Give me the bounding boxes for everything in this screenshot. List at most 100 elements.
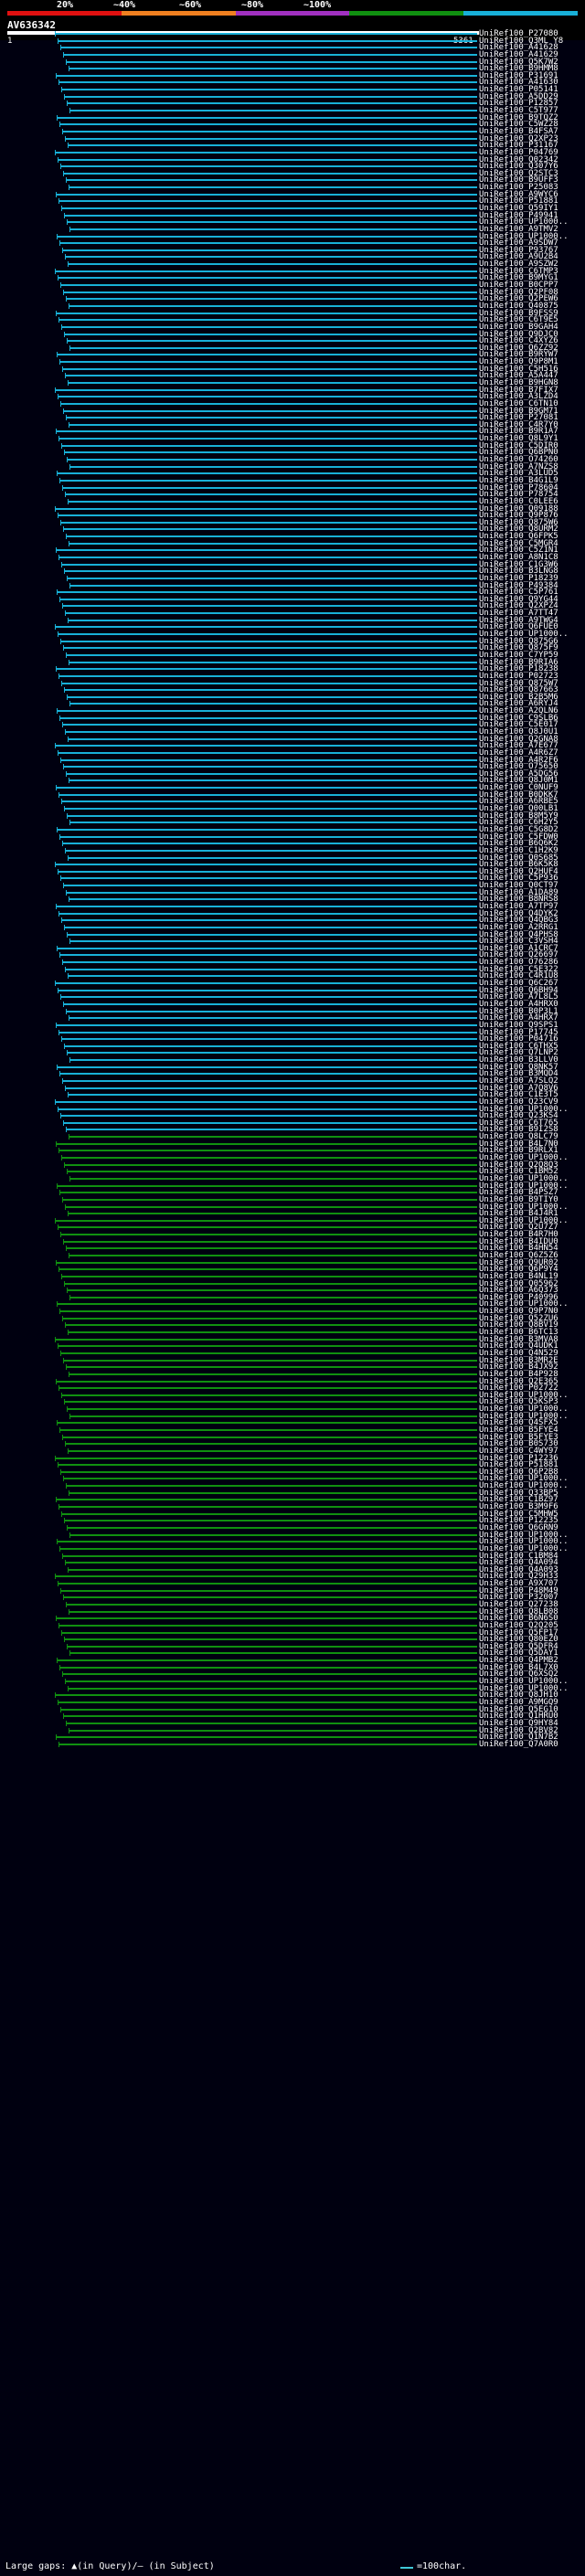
hit-label[interactable]: UniRef100_Q59IY1 — [479, 204, 558, 213]
hit-label[interactable]: UniRef100_A1CRC7 — [479, 943, 558, 953]
hit-label[interactable]: UniRef100_B9TQZ2 — [479, 112, 558, 122]
hit-label[interactable]: UniRef100_B4JX92 — [479, 1362, 558, 1373]
hit-label[interactable]: UniRef100_C5FDW0 — [479, 832, 558, 842]
hit-label[interactable]: UniRef100_B9GAH4 — [479, 322, 558, 332]
hit-label[interactable]: UniRef100_Q0S685 — [479, 853, 558, 863]
hit-label[interactable]: UniRef100_P12235 — [479, 1516, 558, 1526]
hit-label[interactable]: UniRef100_C6TMP3 — [479, 266, 558, 276]
hit-label[interactable]: UniRef100_UP1000.. — [479, 231, 569, 241]
hit-label[interactable]: UniRef100_Q307Y6 — [479, 162, 558, 172]
hit-label[interactable]: UniRef100_Q4DYK2 — [479, 908, 558, 918]
hit-label[interactable]: UniRef100_Q80EZ0 — [479, 1635, 558, 1645]
hit-label[interactable]: UniRef100_B9FSS9 — [479, 308, 558, 318]
hit-label[interactable]: UniRef100_A5A447 — [479, 371, 558, 381]
hit-label[interactable]: UniRef100_C0NUF9 — [479, 783, 558, 793]
hit-label[interactable]: UniRef100_C5DIR0 — [479, 440, 558, 451]
hit-label[interactable]: UniRef100_B8NRS8 — [479, 895, 558, 905]
hit-label[interactable]: UniRef100_B9RLX1 — [479, 1146, 558, 1156]
hit-label[interactable]: UniRef100_Q8BV19 — [479, 1320, 558, 1330]
hit-label[interactable]: UniRef100_P32007 — [479, 1593, 558, 1603]
hit-label[interactable]: UniRef100_B3M9F6 — [479, 1502, 558, 1512]
hit-label[interactable]: UniRef100_Q2XPZ4 — [479, 601, 558, 611]
hit-label[interactable]: UniRef100_C1H2K9 — [479, 845, 558, 855]
hit-label[interactable]: UniRef100_A41630 — [479, 78, 558, 88]
hit-label[interactable]: UniRef100_B3MQD4 — [479, 1069, 558, 1079]
hit-label[interactable]: UniRef100_Q875W7 — [479, 678, 558, 688]
hit-label[interactable]: UniRef100_Q4PMB2 — [479, 1656, 558, 1666]
hit-label[interactable]: UniRef100_A41628 — [479, 43, 558, 53]
hit-label[interactable]: UniRef100_B9RIA6 — [479, 657, 558, 667]
hit-label[interactable]: UniRef100_B6Q6K2 — [479, 839, 558, 849]
hit-label[interactable]: UniRef100_Q6P2B8 — [479, 1467, 558, 1477]
hit-label[interactable]: UniRef100_B4NL19 — [479, 1271, 558, 1281]
hit-label[interactable]: UniRef100_UP1000.. — [479, 1683, 569, 1693]
hit-label[interactable]: UniRef100_C1BM52 — [479, 1167, 558, 1177]
hit-label[interactable]: UniRef100_B9HGN8 — [479, 378, 558, 387]
hit-label[interactable]: UniRef100_C5MGR4 — [479, 538, 558, 548]
hit-label[interactable]: UniRef100_A5DD29 — [479, 91, 558, 101]
hit-label[interactable]: UniRef100_Q8NK57 — [479, 1062, 558, 1072]
hit-label[interactable]: UniRef100_A5DG56 — [479, 769, 558, 779]
hit-label[interactable]: UniRef100_Q2XP23 — [479, 133, 558, 143]
hit-label[interactable]: UniRef100_A7TP97 — [479, 902, 558, 911]
hit-label[interactable]: UniRef100_Q2U7Z7 — [479, 1223, 558, 1233]
hit-label[interactable]: UniRef100_Q2E365 — [479, 1376, 558, 1386]
hit-label[interactable]: UniRef100_B0S730 — [479, 1439, 558, 1449]
hit-label[interactable]: UniRef100_A9TWG4 — [479, 615, 558, 625]
hit-label[interactable]: UniRef100_C4WY97 — [479, 1446, 558, 1456]
hit-label[interactable]: UniRef100_Q6GRN9 — [479, 1522, 558, 1532]
hit-label[interactable]: UniRef100_UP1000.. — [479, 1390, 569, 1400]
hit-label[interactable]: UniRef100_C4R7Y0 — [479, 419, 558, 429]
hit-label[interactable]: UniRef100_Q2GNA8 — [479, 734, 558, 744]
hit-label[interactable]: UniRef100_A4HRX7 — [479, 1013, 558, 1023]
hit-label[interactable]: UniRef100_P25083 — [479, 183, 558, 193]
hit-label[interactable]: UniRef100_C6TN10 — [479, 398, 558, 408]
hit-label[interactable]: UniRef100_B4HN54 — [479, 1244, 558, 1254]
hit-label[interactable]: UniRef100_Q4A094 — [479, 1558, 558, 1568]
hit-label[interactable]: UniRef100_P04716 — [479, 1034, 558, 1044]
hit-label[interactable]: UniRef100_B3MVA8 — [479, 1334, 558, 1344]
hit-label[interactable]: UniRef100_C5MHW5 — [479, 1509, 558, 1519]
hit-label[interactable]: UniRef100_A9MGQ9 — [479, 1697, 558, 1707]
hit-label[interactable]: UniRef100_Q6BPN0 — [479, 448, 558, 458]
hit-label[interactable]: UniRef100_P49384 — [479, 580, 558, 590]
hit-label[interactable]: UniRef100_Q6FPK5 — [479, 532, 558, 542]
hit-label[interactable]: UniRef100_Q5DFR4 — [479, 1641, 558, 1651]
hit-label[interactable]: UniRef100_P18239 — [479, 573, 558, 583]
hit-label[interactable]: UniRef100_A9WYC6 — [479, 189, 558, 199]
hit-label[interactable]: UniRef100_A3LZD4 — [479, 392, 558, 402]
hit-label[interactable]: UniRef100_Q6ZZ92 — [479, 343, 558, 353]
hit-label[interactable]: UniRef100_A2RRG1 — [479, 922, 558, 932]
hit-label[interactable]: UniRef100_P40996 — [479, 1292, 558, 1302]
hit-label[interactable]: UniRef100_Q2PEW6 — [479, 294, 558, 304]
hit-label[interactable]: UniRef100_P12857 — [479, 99, 558, 109]
hit-label[interactable]: UniRef100_Q8JH10 — [479, 1691, 558, 1701]
hit-label[interactable]: UniRef100_UP1000.. — [479, 1481, 569, 1491]
hit-label[interactable]: UniRef100_Q9P7N0 — [479, 1307, 558, 1317]
hit-label[interactable]: UniRef100_Q4UDK1 — [479, 1341, 558, 1352]
hit-label[interactable]: UniRef100_Q2HUF4 — [479, 866, 558, 876]
hit-label[interactable]: UniRef100_B3MR2E — [479, 1355, 558, 1365]
hit-label[interactable]: UniRef100_UP1000.. — [479, 1104, 569, 1114]
hit-label[interactable]: UniRef100_C0LEE6 — [479, 496, 558, 506]
hit-label[interactable]: UniRef100_B5FYE3 — [479, 1432, 558, 1442]
hit-label[interactable]: UniRef100_Q3ML Y8 — [479, 36, 564, 46]
hit-label[interactable]: UniRef100_B2B5M6 — [479, 692, 558, 702]
hit-label[interactable]: UniRef100_Q6C267 — [479, 979, 558, 989]
hit-label[interactable]: UniRef100_P18238 — [479, 664, 558, 674]
hit-label[interactable]: UniRef100_B0CPP7 — [479, 281, 558, 291]
hit-label[interactable]: UniRef100_Q9UR02 — [479, 1257, 558, 1267]
hit-label[interactable]: UniRef100_B4PSZ7 — [479, 1188, 558, 1198]
hit-label[interactable]: UniRef100_Q1HRU0 — [479, 1712, 558, 1722]
hit-label[interactable]: UniRef100_B6TC13 — [479, 1328, 558, 1338]
hit-label[interactable]: UniRef100_B4J4R1 — [479, 1209, 558, 1219]
hit-label[interactable]: UniRef100_Q6Z5Z6 — [479, 1251, 558, 1260]
hit-label[interactable]: UniRef100_Q40875 — [479, 301, 558, 311]
hit-label[interactable]: UniRef100_Q4QBG3 — [479, 916, 558, 926]
hit-label[interactable]: UniRef100_A2QLN6 — [479, 706, 558, 716]
hit-label[interactable]: UniRef100_Q8URM2 — [479, 525, 558, 535]
hit-label[interactable]: UniRef100_Q8LC79 — [479, 1132, 558, 1142]
hit-label[interactable]: UniRef100_UP1000.. — [479, 1677, 569, 1687]
hit-label[interactable]: UniRef100_UP1000.. — [479, 1474, 569, 1484]
hit-label[interactable]: UniRef100_B9GM71 — [479, 406, 558, 416]
